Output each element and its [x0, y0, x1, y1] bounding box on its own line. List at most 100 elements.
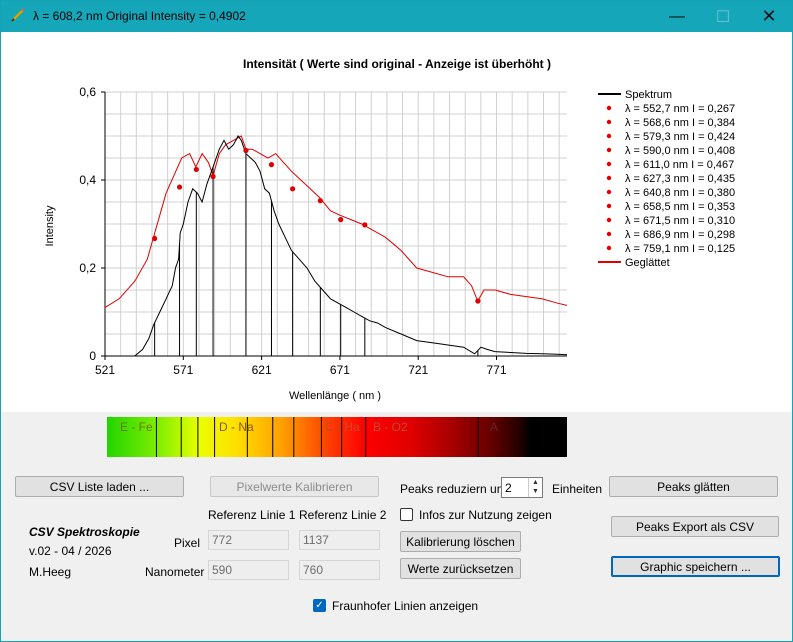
legend-marker-peak	[606, 245, 612, 251]
csv-load-button[interactable]: CSV Liste laden ...	[15, 476, 184, 497]
x-tick-label: 771	[487, 363, 507, 377]
legend-marker-peak	[606, 119, 612, 125]
legend-label-peak: λ = 759,1 nm I = 0,125	[625, 243, 735, 255]
peak-point	[268, 162, 275, 168]
legend-label-peak: λ = 568,6 nm I = 0,384	[625, 117, 735, 129]
brand-author: M.Heeg	[29, 565, 72, 579]
chart-background	[1, 32, 792, 412]
spectrum-label-d-na: D - Na	[219, 420, 254, 434]
window-title: λ = 608,2 nm Original Intensity = 0,4902	[33, 9, 246, 23]
peak-point	[176, 184, 183, 190]
title-bar[interactable]: λ = 608,2 nm Original Intensity = 0,4902…	[1, 1, 792, 32]
spectrum-color-bar: E - Fe D - Na C - Ha B - O2 A	[107, 417, 567, 457]
fraunhofer-checkbox-label[interactable]: Fraunhofer Linien anzeigen	[332, 599, 479, 613]
peak-point	[317, 198, 323, 204]
spectrum-line	[105, 135, 568, 357]
nm2-field[interactable]: 760	[299, 560, 380, 580]
y-tick-label: 0	[89, 349, 96, 363]
legend-marker-peak	[606, 189, 612, 195]
pixel1-field[interactable]: 772	[208, 530, 289, 550]
legend-label-peak: λ = 658,5 nm I = 0,353	[625, 201, 735, 213]
pencil-icon	[11, 8, 25, 22]
spectrum-label-b-o2: B - O2	[373, 420, 408, 434]
calibrate-button[interactable]: Pixelwerte Kalibrieren	[210, 476, 379, 497]
info-checkbox[interactable]	[400, 508, 413, 521]
peak-point	[338, 217, 344, 223]
legend-label-peak: λ = 552,7 nm I = 0,267	[625, 103, 735, 115]
calibration-delete-button[interactable]: Kalibrierung löschen	[400, 531, 521, 552]
close-button[interactable]: ✕	[761, 6, 777, 26]
peak-point	[362, 222, 368, 228]
spectrum-label-c-ha: C - Ha	[325, 420, 360, 434]
chevron-up-icon[interactable]: ▲	[532, 479, 539, 486]
x-tick-label: 521	[95, 363, 115, 377]
legend-label-peak: λ = 640,8 nm I = 0,380	[625, 187, 735, 199]
chart-tick-labels: 521 571 621 671 721 771 0 0,2 0,4 0,6	[79, 85, 507, 377]
peaks-reduce-label: Peaks reduziern um	[400, 482, 507, 496]
y-axis-label: Intensity	[44, 205, 56, 246]
peaks-reduce-value: 2	[505, 481, 512, 495]
chart-legend: Spektrum λ = 552,7 nm I = 0,267 λ = 568,6 …	[598, 89, 735, 269]
spectrum-chart[interactable]: Intensität ( Werte sind original - Anzei…	[1, 32, 792, 412]
legend-label-peak: λ = 686,9 nm I = 0,298	[625, 229, 735, 241]
x-tick-label: 671	[330, 363, 350, 377]
legend-marker-peak	[606, 147, 612, 153]
values-reset-button[interactable]: Werte zurücksetzen	[400, 558, 521, 579]
brand-name: CSV Spektroskopie	[29, 525, 140, 539]
peaks-reduce-unit: Einheiten	[552, 482, 603, 496]
y-tick-label: 0,4	[79, 173, 96, 187]
maximize-button[interactable]: ☐	[715, 8, 731, 26]
nanometer-label: Nanometer	[145, 565, 205, 579]
minimize-button[interactable]: —	[669, 7, 685, 25]
stepper-arrows[interactable]: ▲ ▼	[528, 478, 542, 497]
legend-marker-peak	[606, 133, 612, 139]
graphic-save-button[interactable]: Graphic speichern ...	[611, 556, 780, 577]
ref1-header: Referenz Linie 1	[208, 508, 296, 522]
legend-label-spectrum: Spektrum	[625, 89, 672, 101]
info-checkbox-label[interactable]: Infos zur Nutzung zeigen	[419, 508, 552, 522]
brand-version: v.02 - 04 / 2026	[29, 544, 112, 558]
legend-marker-peak	[606, 217, 612, 223]
legend-marker-peak	[606, 105, 612, 111]
chart-axes	[104, 92, 567, 357]
pixel2-field[interactable]: 1137	[299, 530, 380, 550]
peak-point	[243, 147, 249, 154]
peaks-smooth-button[interactable]: Peaks glätten	[609, 476, 778, 497]
legend-label-smoothed: Geglättet	[625, 257, 670, 269]
legend-marker-peak	[606, 231, 612, 237]
legend-marker-peak	[606, 203, 612, 209]
x-tick-label: 721	[408, 363, 428, 377]
fraunhofer-lines	[154, 153, 479, 356]
fraunhofer-checkbox[interactable]: ✓	[313, 599, 326, 612]
peak-point	[152, 235, 158, 242]
spectrum-label-a: A	[490, 420, 498, 434]
ref2-header: Referenz Linie 2	[299, 508, 387, 522]
chart-title: Intensität ( Werte sind original - Anzei…	[243, 57, 551, 71]
legend-label-peak: λ = 579,3 nm I = 0,424	[625, 131, 735, 143]
legend-label-peak: λ = 627,3 nm I = 0,435	[625, 173, 735, 185]
x-tick-label: 571	[173, 363, 193, 377]
x-axis-label: Wellenlänge ( nm )	[289, 390, 381, 402]
peak-point	[193, 166, 199, 173]
chevron-down-icon[interactable]: ▼	[532, 488, 539, 495]
peak-point	[475, 298, 481, 304]
legend-marker-peak	[606, 161, 612, 167]
chart-series	[104, 135, 568, 357]
legend-label-peak: λ = 611,0 nm I = 0,467	[625, 159, 734, 171]
checkmark-icon: ✓	[315, 600, 324, 611]
spectrum-label-e-fe: E - Fe	[120, 420, 153, 434]
x-tick-label: 621	[252, 363, 272, 377]
legend-label-peak: λ = 671,5 nm I = 0,310	[625, 215, 735, 227]
legend-marker-peak	[606, 175, 612, 181]
peak-point	[210, 173, 216, 180]
legend-label-peak: λ = 590,0 nm I = 0,408	[625, 145, 735, 157]
y-tick-label: 0,6	[79, 85, 96, 99]
peak-point	[290, 186, 296, 192]
y-tick-label: 0,2	[79, 261, 96, 275]
peaks-reduce-stepper[interactable]: 2 ▲ ▼	[501, 477, 543, 498]
chart-grid	[104, 91, 567, 356]
smoothed-line	[104, 135, 568, 309]
peaks-export-button[interactable]: Peaks Export als CSV	[611, 516, 779, 537]
nm1-field[interactable]: 590	[208, 560, 289, 580]
